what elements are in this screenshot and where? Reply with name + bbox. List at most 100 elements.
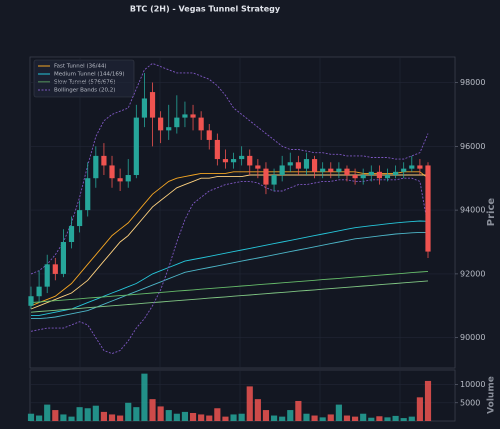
- volume-bar: [360, 413, 367, 421]
- candle-body: [247, 155, 253, 166]
- candle-body: [109, 165, 115, 179]
- candle-body: [141, 98, 148, 118]
- volume-bar: [100, 411, 107, 421]
- tunnel-line: [30, 174, 428, 310]
- volume-bar: [214, 408, 221, 421]
- volume-bar: [279, 416, 286, 421]
- candle-body: [52, 264, 58, 274]
- legend-label: Bollinger Bands (20,2): [54, 88, 115, 94]
- volume-bar: [238, 413, 245, 421]
- volume-bar: [189, 412, 197, 421]
- volume-bar: [246, 386, 253, 421]
- volume-bar: [254, 399, 261, 421]
- volume-panel: [29, 369, 456, 422]
- candle-body: [117, 178, 123, 182]
- candle-body: [352, 175, 358, 179]
- volume-bar: [311, 415, 318, 421]
- candle-body: [368, 171, 374, 176]
- candle-body: [182, 114, 188, 118]
- candle-body: [60, 242, 67, 274]
- tunnel-line: [30, 62, 429, 275]
- candle-body: [230, 159, 237, 163]
- volume-bar: [424, 380, 432, 421]
- volume-bar: [295, 400, 302, 421]
- candle-body: [417, 165, 423, 169]
- candle-body: [101, 155, 107, 166]
- volume-bar: [68, 416, 75, 421]
- candle-body: [239, 155, 245, 160]
- volume-bar: [384, 417, 391, 421]
- volume-bar: [303, 413, 310, 421]
- candle-body: [222, 159, 229, 163]
- volume-bar: [92, 405, 99, 421]
- candle-body: [158, 117, 164, 131]
- volume-bar: [76, 407, 83, 421]
- candle-body: [166, 127, 172, 131]
- tunnel-line: [30, 270, 429, 304]
- candle-body: [255, 165, 261, 169]
- tunnel-line: [30, 280, 429, 313]
- candle-body: [384, 175, 391, 179]
- volume-bar: [44, 404, 51, 421]
- volume-bar: [84, 408, 91, 421]
- candle-body: [287, 162, 293, 166]
- candle-body: [68, 226, 75, 243]
- y-tick-label: 94000: [460, 206, 485, 215]
- candle-body: [77, 210, 83, 227]
- candle-body: [425, 165, 431, 252]
- y-tick-label: 98000: [460, 78, 485, 87]
- volume-bar: [133, 407, 140, 421]
- legend-label: Medium Tunnel (144/169): [54, 72, 125, 78]
- volume-bar: [319, 417, 326, 421]
- candle-body: [125, 175, 131, 182]
- candle-body: [360, 175, 366, 179]
- volume-bar: [117, 415, 124, 421]
- price-panel: [29, 56, 456, 369]
- candle-body: [401, 168, 407, 172]
- y-tick-label: 90000: [460, 333, 485, 342]
- volume-bar: [416, 397, 423, 421]
- tunnel-line: [30, 171, 429, 307]
- candle-body: [320, 168, 326, 172]
- volume-bar: [173, 413, 180, 421]
- volume-bar: [149, 399, 156, 421]
- volume-bar: [335, 404, 342, 421]
- legend: Fast Tunnel (36/44)Medium Tunnel (144/16…: [33, 59, 135, 98]
- volume-bar: [327, 414, 334, 421]
- volume-bar: [262, 410, 270, 421]
- volume-bar: [222, 416, 229, 421]
- volume-bar: [400, 418, 407, 421]
- volume-tick-label: 10000: [460, 380, 485, 389]
- candle-body: [214, 139, 220, 160]
- candle-body: [36, 286, 42, 297]
- candle-body: [149, 92, 156, 118]
- volume-bar: [27, 413, 35, 421]
- volume-bar: [270, 415, 278, 421]
- candle-body: [311, 159, 318, 172]
- candle-body: [303, 159, 310, 169]
- candle-body: [133, 117, 139, 176]
- candle-body: [263, 168, 269, 185]
- volume-bar: [52, 410, 59, 421]
- volume-bar: [206, 415, 213, 421]
- volume-bar: [408, 416, 415, 421]
- volume-bar: [125, 402, 132, 421]
- candle-body: [206, 130, 212, 140]
- volume-bar: [181, 411, 189, 421]
- candle-body: [198, 117, 204, 131]
- volume-bar: [368, 417, 375, 421]
- candle-body: [28, 296, 34, 306]
- y-tick-label: 96000: [460, 142, 485, 151]
- volume-bar: [352, 416, 359, 421]
- candle-body: [344, 168, 350, 176]
- candle-body: [376, 171, 382, 179]
- legend-box: [33, 59, 135, 98]
- volume-bar: [287, 410, 294, 421]
- volume-bar: [343, 415, 351, 421]
- candle-body: [328, 168, 334, 172]
- candle-body: [279, 165, 285, 176]
- tunnel-line: [31, 220, 429, 316]
- volume-bar: [141, 373, 148, 421]
- y-axis-label: Price: [486, 198, 497, 227]
- chart-title: BTC (2H) - Vegas Tunnel Strategy: [130, 5, 281, 14]
